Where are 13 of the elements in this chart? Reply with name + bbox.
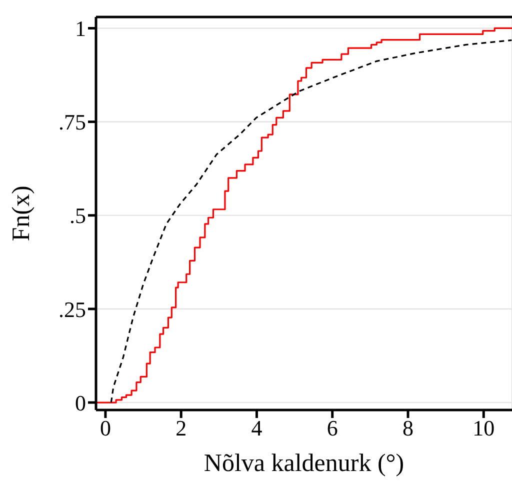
x-tick-label: 4: [251, 416, 262, 441]
y-tick-label: .5: [70, 203, 86, 228]
y-tick-label: 0: [75, 390, 86, 416]
x-tick-label: 10: [472, 416, 495, 441]
y-axis-title: Fn(x): [8, 186, 35, 242]
y-tick-label: 1: [75, 16, 86, 42]
x-axis-title: Nõlva kaldenurk (°): [204, 450, 404, 477]
y-tick-label: .75: [58, 110, 86, 135]
x-tick-label: 0: [100, 416, 111, 441]
x-tick-label: 8: [402, 416, 414, 441]
y-tick-label: .25: [58, 296, 86, 322]
x-tick-label: 6: [326, 416, 338, 441]
x-tick-label: 2: [176, 416, 187, 441]
